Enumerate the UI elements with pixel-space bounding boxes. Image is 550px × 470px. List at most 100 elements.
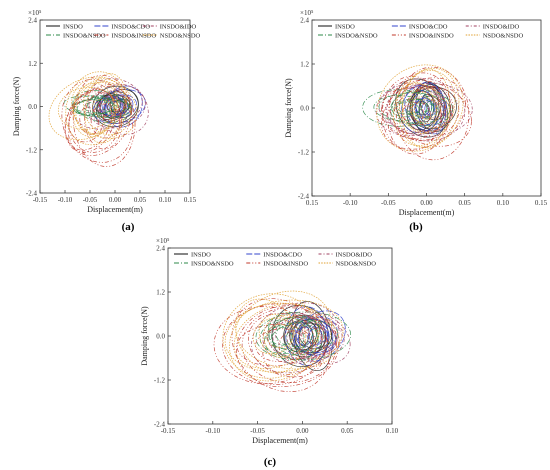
y-axis-label: Damping force(N) (284, 78, 293, 138)
hysteresis-loop (286, 316, 345, 359)
panel-a: -0.15 -0.10 -0.05 0.00 0.05 0.10 0.15 -2.4 -1.2 0… (12, 9, 201, 233)
hysteresis-loop (213, 306, 317, 385)
series-group (213, 290, 352, 393)
y-tick-label: -2.4 (26, 190, 38, 198)
y-tick-label: 2.4 (300, 17, 309, 25)
legend-label: INSDO&NSDO (191, 260, 234, 267)
hysteresis-loop (376, 64, 464, 152)
hysteresis-loop (400, 83, 445, 133)
y-axis-label: Damping force(N) (12, 77, 21, 137)
x-tick-label: -0.15 (161, 427, 176, 435)
legend: INSDO INSDO&CDO INSDO&IDO INSDO&NSDO INSDO&I… (46, 23, 201, 39)
x-tick-label: -0.05 (83, 196, 98, 204)
x-tick-label: 0.10 (497, 199, 510, 207)
hysteresis-loop (255, 328, 306, 362)
hysteresis-loop (259, 318, 314, 354)
x-tick-label: -0.10 (58, 196, 73, 204)
y-tick-label: -2.4 (154, 421, 166, 429)
hysteresis-loop (61, 79, 134, 163)
series-nsdo-nsdo (48, 71, 138, 146)
hysteresis-loop (67, 85, 132, 156)
y-exponent-label: ×10⁵ (300, 9, 314, 17)
legend-label: INSDO&NSDO (63, 32, 106, 39)
hysteresis-loop (378, 87, 453, 133)
x-axis-label: Displacement(m) (252, 436, 308, 445)
hysteresis-loop (401, 68, 451, 148)
hysteresis-loop (235, 302, 340, 370)
hysteresis-loop (298, 319, 337, 357)
y-tick-label: 0.0 (300, 105, 309, 113)
hysteresis-loop (390, 91, 433, 125)
y-tick-label: 2.4 (28, 17, 37, 25)
hysteresis-loop (87, 94, 130, 119)
hysteresis-loop (268, 316, 343, 360)
plot-frame (167, 247, 393, 425)
series-nsdo-nsdo (222, 290, 344, 382)
panel-c: -0.15 -0.10 -0.05 0.00 0.05 0.10 -2.4 -1.2 0.0 1.… (140, 237, 399, 468)
hysteresis-loop (409, 92, 441, 124)
hysteresis-loop (99, 90, 127, 123)
hysteresis-loop (295, 325, 323, 347)
hysteresis-loop (231, 298, 330, 393)
hysteresis-loop (373, 95, 428, 121)
hysteresis-loop (76, 96, 113, 117)
legend: INSDO INSDO&CDO INSDO&IDO INSDO&NSDO INSDO&I… (318, 23, 523, 39)
legend: INSDO INSDO&CDO INSDO&IDO INSDO&NSDO INSDO&I… (174, 251, 376, 267)
x-tick-label: 0.05 (134, 196, 147, 204)
hysteresis-loop (397, 101, 420, 115)
hysteresis-loop (293, 310, 346, 362)
series-group (48, 71, 149, 167)
hysteresis-loop (82, 81, 132, 136)
legend-label: NSDO&NSDO (483, 32, 524, 39)
x-tick-label: -0.10 (206, 427, 221, 435)
legend-label: INSDO&INSDO (111, 32, 156, 39)
hysteresis-loop (241, 307, 337, 384)
hysteresis-loop (381, 78, 466, 142)
y-tick-label: 1.2 (300, 61, 309, 69)
hysteresis-loop (391, 98, 429, 118)
y-tick-label: -1.2 (26, 146, 38, 154)
hysteresis-loop (236, 324, 314, 367)
legend-label: INSDO (191, 251, 211, 258)
hysteresis-loop (262, 315, 326, 376)
hysteresis-loop (296, 326, 313, 346)
hysteresis-loop (297, 316, 338, 356)
legend-label: INSDO&INSDO (409, 32, 454, 39)
hysteresis-loop (99, 99, 120, 114)
hysteresis-loop (68, 99, 104, 143)
panel-label: (c) (264, 456, 277, 468)
hysteresis-loop (275, 321, 313, 355)
x-tick-label: 0.00 (420, 199, 433, 207)
panel-b: 0.15 -0.10 -0.05 0.00 0.05 0.10 0.15-2.4-1.20.… (284, 9, 548, 233)
series-insdo-insdo (213, 298, 339, 393)
hysteresis-loop (222, 293, 319, 379)
hysteresis-loop (414, 98, 438, 118)
x-tick-label: 0.05 (341, 427, 354, 435)
x-tick-label: 0.15 (535, 199, 548, 207)
hysteresis-loop (409, 90, 437, 126)
hysteresis-loop (48, 76, 126, 141)
hysteresis-loop (96, 102, 118, 111)
hysteresis-loop (247, 313, 326, 378)
hysteresis-loop (266, 324, 294, 348)
hysteresis-loop (288, 311, 351, 365)
hysteresis-loop (255, 311, 352, 361)
hysteresis-loop (391, 90, 453, 126)
hysteresis-loop (64, 91, 113, 151)
panel-label: (b) (409, 221, 423, 233)
y-tick-label: 1.2 (28, 60, 37, 68)
hysteresis-loop (407, 97, 430, 122)
hysteresis-loop (64, 89, 116, 153)
x-tick-label: -0.05 (381, 199, 396, 207)
hysteresis-loop (406, 102, 434, 114)
hysteresis-loop (263, 315, 307, 357)
series-nsdo-nsdo (376, 64, 464, 152)
hysteresis-loop (72, 74, 136, 167)
hysteresis-loop (75, 81, 118, 135)
y-tick-label: -1.2 (298, 149, 310, 157)
panel-label: (a) (122, 221, 135, 233)
legend-label: INSDO&IDO (336, 251, 373, 258)
y-exponent-label: ×10⁵ (28, 9, 42, 17)
hysteresis-loop (65, 71, 126, 146)
